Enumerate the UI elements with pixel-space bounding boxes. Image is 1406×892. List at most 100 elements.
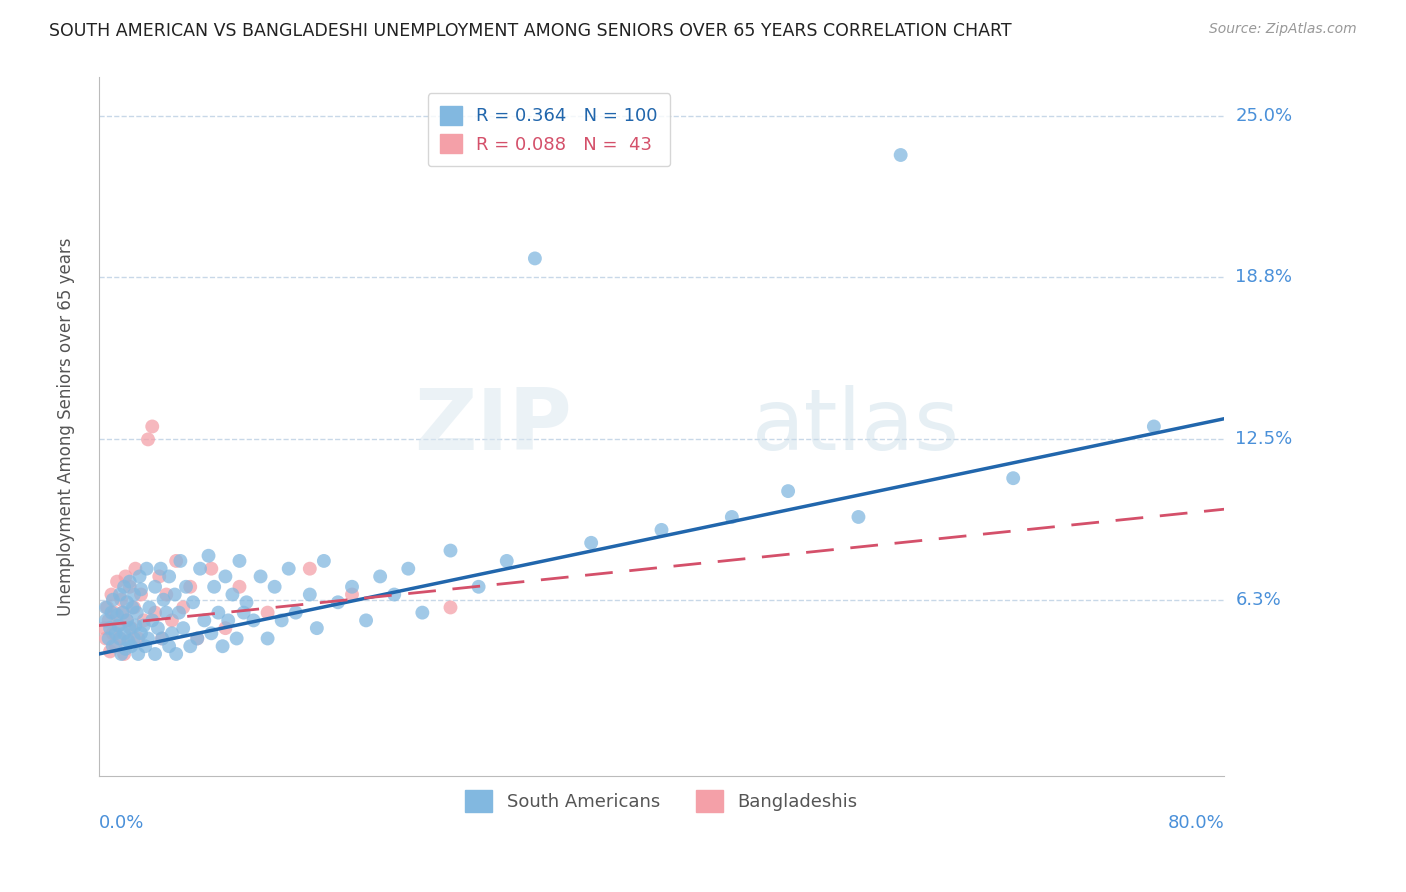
Point [112, 647, 135, 661]
Point [249, 569, 271, 583]
Point [110, 592, 132, 607]
Point [650, 523, 672, 537]
Text: 25.0%: 25.0% [1236, 107, 1292, 125]
Point [111, 606, 134, 620]
Point [114, 641, 136, 656]
Point [155, 606, 177, 620]
Point [169, 554, 191, 568]
Point [298, 562, 321, 576]
Point [163, 588, 186, 602]
Point [134, 639, 156, 653]
Point [354, 613, 377, 627]
Point [890, 148, 912, 162]
Point [284, 606, 307, 620]
Point [118, 574, 141, 589]
Point [305, 621, 328, 635]
Point [107, 618, 129, 632]
Point [179, 639, 201, 653]
Point [122, 588, 145, 602]
Point [124, 562, 146, 576]
Point [217, 613, 239, 627]
Point [340, 580, 363, 594]
Point [1143, 419, 1166, 434]
Point [150, 632, 173, 646]
Point [228, 580, 250, 594]
Point [124, 618, 146, 632]
Point [298, 588, 321, 602]
Point [141, 613, 163, 627]
Point [127, 632, 149, 646]
Point [128, 569, 150, 583]
Text: ZIP: ZIP [413, 385, 571, 468]
Point [523, 252, 546, 266]
Point [157, 569, 180, 583]
Point [214, 621, 236, 635]
Point [114, 569, 136, 583]
Point [98, 621, 121, 635]
Point [148, 569, 170, 583]
Point [167, 606, 190, 620]
Point [143, 647, 166, 661]
Text: atlas: atlas [752, 385, 959, 468]
Point [172, 600, 194, 615]
Point [122, 600, 145, 615]
Point [242, 613, 264, 627]
Point [149, 562, 172, 576]
Point [103, 606, 125, 620]
Point [135, 562, 157, 576]
Point [104, 626, 127, 640]
Point [108, 588, 131, 602]
Point [214, 569, 236, 583]
Point [105, 608, 128, 623]
Point [312, 554, 335, 568]
Point [1002, 471, 1025, 485]
Point [211, 639, 233, 653]
Point [143, 580, 166, 594]
Point [101, 626, 124, 640]
Point [100, 588, 122, 602]
Point [411, 606, 433, 620]
Point [197, 549, 219, 563]
Point [112, 626, 135, 640]
Point [132, 618, 155, 632]
Point [146, 621, 169, 635]
Point [439, 543, 461, 558]
Point [125, 606, 148, 620]
Point [107, 618, 129, 632]
Point [721, 510, 744, 524]
Point [96, 600, 118, 615]
Point [495, 554, 517, 568]
Point [152, 592, 174, 607]
Point [111, 606, 134, 620]
Point [186, 632, 208, 646]
Point [115, 613, 138, 627]
Point [396, 562, 419, 576]
Point [132, 613, 155, 627]
Point [122, 632, 145, 646]
Point [141, 419, 163, 434]
Point [188, 562, 211, 576]
Point [277, 562, 299, 576]
Point [368, 569, 391, 583]
Point [120, 639, 142, 653]
Point [117, 634, 139, 648]
Point [778, 484, 800, 499]
Point [155, 588, 177, 602]
Point [115, 613, 138, 627]
Point [117, 634, 139, 648]
Text: 12.5%: 12.5% [1236, 431, 1292, 449]
Point [104, 639, 127, 653]
Point [115, 595, 138, 609]
Point [181, 595, 204, 609]
Point [848, 510, 870, 524]
Point [179, 580, 201, 594]
Point [160, 613, 183, 627]
Point [93, 621, 115, 635]
Point [121, 600, 143, 615]
Point [165, 554, 187, 568]
Point [157, 639, 180, 653]
Point [98, 644, 121, 658]
Text: 0.0%: 0.0% [98, 814, 145, 832]
Point [100, 606, 122, 620]
Text: 18.8%: 18.8% [1236, 268, 1292, 285]
